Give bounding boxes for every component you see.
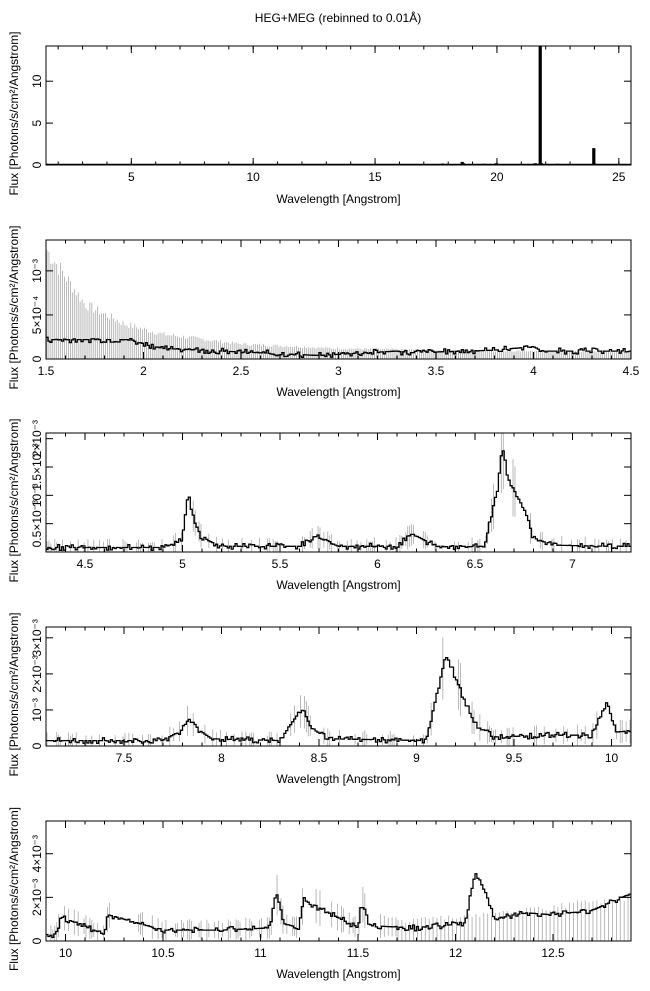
y-tick-label: 5×10⁻⁴ xyxy=(30,296,44,335)
y-tick-label: 2×10⁻³ xyxy=(30,420,44,457)
y-tick-label: 3×10⁻³ xyxy=(30,619,44,656)
series-spectrum xyxy=(46,873,631,939)
chart-panel-3: 4.5 5 5.5 6 6.5 7 0.5×10⁻³10⁻³1.5×10⁻³2×10⁻³ Wa… xyxy=(7,418,632,592)
plot-frame xyxy=(45,626,632,747)
x-tick-label: 12 xyxy=(449,946,463,960)
x-tick-label: 7.5 xyxy=(116,751,133,765)
error-bars xyxy=(46,637,631,746)
y-tick-label: 0 xyxy=(30,742,44,749)
series-spectrum xyxy=(46,450,631,552)
figure-title: HEG+MEG (rebinned to 0.01Å) xyxy=(255,10,421,25)
x-tick-label: 15 xyxy=(368,170,382,184)
series-spectrum xyxy=(46,657,631,745)
y-tick-label: 0.5×10⁻³ xyxy=(30,500,44,547)
plot-area xyxy=(46,433,631,552)
x-axis-label: Wavelength [Angstrom] xyxy=(276,967,400,981)
y-axis-label: Flux [Photons/s/cm²/Angstrom] xyxy=(7,31,21,195)
x-tick-label: 25 xyxy=(612,170,626,184)
series-spectrum xyxy=(46,46,631,165)
y-tick-label: 0 xyxy=(30,937,44,944)
x-tick-label: 1.5 xyxy=(38,364,55,378)
y-axis-label: Flux [Photons/s/cm²/Angstrom] xyxy=(7,807,21,971)
error-bars xyxy=(46,433,627,552)
y-tick-label: 1.5×10⁻³ xyxy=(30,443,44,490)
chart-panel-2: 1.5 2 2.5 3 3.5 4 4.5 0 5×10⁻⁴ 10⁻³ Wavelength [An… xyxy=(7,225,640,399)
x-tick-label: 3.5 xyxy=(428,364,445,378)
error-bars xyxy=(46,250,631,359)
x-tick-label: 11.5 xyxy=(347,946,370,960)
y-tick-label: 10⁻³ xyxy=(30,698,44,722)
x-axis-label: Wavelength [Angstrom] xyxy=(276,192,400,206)
plot-area xyxy=(46,873,631,941)
x-axis-label: Wavelength [Angstrom] xyxy=(276,578,400,592)
y-tick-label: 10 xyxy=(30,74,44,88)
x-tick-label: 8 xyxy=(218,751,225,765)
plot-area xyxy=(46,46,631,165)
x-tick-label: 5 xyxy=(128,170,135,184)
x-tick-label: 4 xyxy=(530,364,537,378)
plot-frame xyxy=(45,45,632,166)
chart-panel-4: 7.5 8 8.5 9 9.5 10 0 10⁻³ 2×10⁻³3×10⁻³ Wavelength… xyxy=(7,612,632,786)
y-tick-label: 10⁻³ xyxy=(30,259,44,283)
y-tick-label: 10⁻³ xyxy=(30,483,44,507)
x-tick-label: 10 xyxy=(247,170,261,184)
plot-area xyxy=(46,250,631,359)
x-tick-label: 6 xyxy=(374,557,381,571)
x-axis-label: Wavelength [Angstrom] xyxy=(276,385,400,399)
y-tick-label: 2×10⁻³ xyxy=(30,655,44,692)
plot-area xyxy=(46,637,631,746)
y-tick-label: 0 xyxy=(30,355,44,362)
x-tick-label: 2 xyxy=(140,364,147,378)
x-tick-label: 10 xyxy=(605,751,619,765)
x-tick-label: 3 xyxy=(335,364,342,378)
x-tick-label: 11 xyxy=(254,946,267,960)
x-tick-label: 10 xyxy=(59,946,73,960)
error-bars xyxy=(50,874,629,941)
chart-panel-5: 10 10.5 11 11.5 12 12.5 0 2×10⁻³ 4×10⁻³ Wavelengt… xyxy=(7,807,632,981)
x-tick-label: 5 xyxy=(179,557,186,571)
x-tick-label: 6.5 xyxy=(467,557,484,571)
x-tick-label: 20 xyxy=(490,170,504,184)
series-spectrum xyxy=(46,336,631,358)
x-axis-label: Wavelength [Angstrom] xyxy=(276,772,400,786)
y-tick-label: 4×10⁻³ xyxy=(30,835,44,872)
x-tick-label: 5.5 xyxy=(272,557,289,571)
y-tick-label: 0 xyxy=(30,161,44,168)
x-tick-label: 9 xyxy=(413,751,420,765)
y-axis-label: Flux [Photons/s/cm²/Angstrom] xyxy=(7,418,21,582)
y-axis-label: Flux [Photons/s/cm²/Angstrom] xyxy=(7,225,21,389)
y-axis-label: Flux [Photons/s/cm²/Angstrom] xyxy=(7,612,21,776)
x-tick-label: 12.5 xyxy=(541,946,565,960)
y-tick-label: 5 xyxy=(30,119,44,126)
x-tick-label: 4.5 xyxy=(623,364,640,378)
x-tick-label: 2.5 xyxy=(233,364,250,378)
x-tick-label: 7 xyxy=(569,557,576,571)
x-tick-label: 8.5 xyxy=(311,751,328,765)
plot-frame xyxy=(45,432,632,553)
chart-panel-1: 5 10 15 20 25 0 5 10 Wavelength [Angstrom] Flux [… xyxy=(7,31,632,206)
x-tick-label: 10.5 xyxy=(151,946,175,960)
y-tick-label: 2×10⁻³ xyxy=(30,879,44,916)
x-tick-label: 4.5 xyxy=(77,557,94,571)
x-tick-label: 9.5 xyxy=(506,751,523,765)
